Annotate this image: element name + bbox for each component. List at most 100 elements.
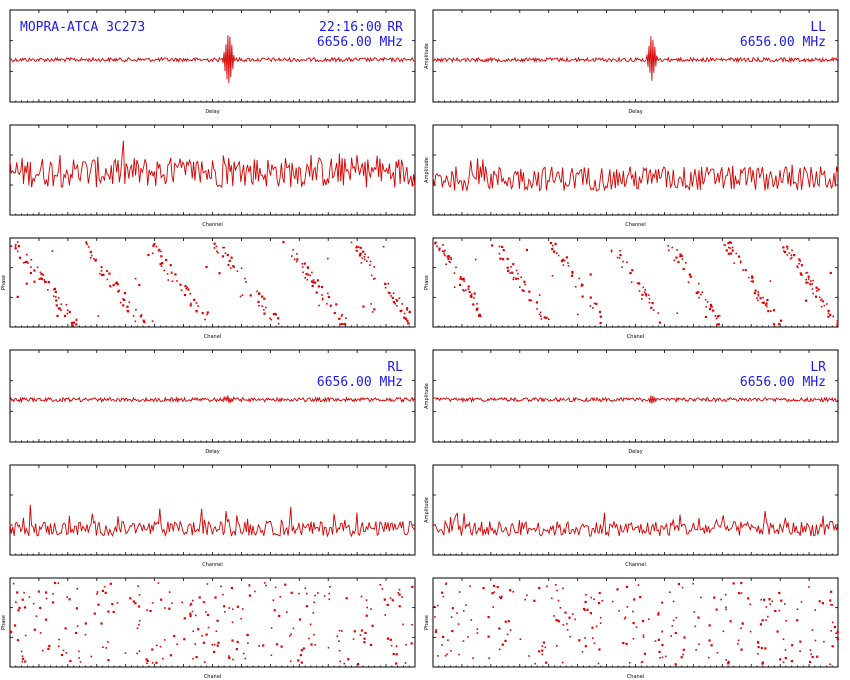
ll-phase-plot-xlabel: Chanel: [627, 334, 644, 340]
ll-phase-point: [800, 273, 803, 276]
lr-phase-point: [799, 640, 802, 643]
rl-phase-point: [192, 599, 194, 602]
ll-phase-plot: [432, 237, 839, 328]
rr-phase-point: [159, 263, 162, 266]
ll-phase-point: [543, 316, 546, 319]
ll-phase-point: [548, 318, 550, 320]
ll-phase-point: [636, 282, 639, 284]
rr-phase-point: [223, 246, 226, 249]
rr-phase-point: [321, 294, 323, 296]
lr-phase-point: [716, 651, 719, 654]
rl-phase-point: [136, 652, 138, 655]
rl-phase-point: [405, 643, 407, 646]
rr-phase-point: [369, 264, 371, 266]
ll-phase-point: [630, 281, 633, 283]
rl-phase-point: [191, 610, 194, 613]
ll-phase-point: [651, 302, 654, 305]
lr-phase-point: [737, 639, 740, 642]
lr-phase-point: [683, 636, 686, 639]
rl-phase-point: [76, 625, 79, 627]
ll-phase-point: [563, 259, 566, 262]
ll-phase-point: [807, 275, 810, 278]
rl-phase-point: [289, 660, 292, 663]
lr-phase-point: [654, 640, 657, 642]
rl-phase-point: [357, 663, 360, 666]
ll-phase-point: [448, 260, 451, 263]
rr-phase-point: [40, 273, 43, 276]
rr-phase-point: [241, 294, 244, 296]
lr-phase-point: [692, 582, 694, 585]
ll-phase-point: [467, 288, 470, 290]
rl-delay-trace: [9, 395, 416, 404]
rr-phase-point: [17, 245, 21, 248]
rl-phase-point: [235, 648, 238, 651]
rr-phase-point: [362, 250, 365, 253]
lr-phase-point: [499, 596, 503, 600]
lr-phase-point: [707, 656, 710, 659]
rr-phase-point: [71, 324, 74, 327]
lr-phase-point: [810, 653, 812, 655]
rr-phase-point: [387, 291, 390, 294]
rl-phase-point: [146, 659, 149, 663]
ll-phase-point: [798, 258, 801, 261]
lr-phase-point: [436, 604, 439, 607]
rl-phase-point: [317, 592, 319, 594]
lr-phase-point: [551, 597, 553, 600]
ll-phase-point: [767, 310, 770, 313]
rl-phase-point: [54, 581, 57, 585]
ll-phase-point: [786, 248, 789, 250]
rl-phase-point: [216, 619, 219, 622]
ll-phase-point: [757, 293, 760, 295]
lr-phase-point: [541, 649, 544, 652]
lr-phase-point: [761, 619, 764, 622]
rl-phase-point: [384, 614, 386, 616]
rr-phase-point: [327, 257, 329, 260]
ll-phase-point: [498, 245, 501, 248]
lr-phase-point: [710, 644, 713, 647]
rr-phase-point: [338, 318, 340, 320]
lr-phase-point: [677, 583, 680, 586]
lr-phase-point: [598, 648, 601, 651]
rl-phase-point: [241, 608, 244, 610]
rr-phase-point: [356, 250, 358, 252]
rl-delay-plot: [9, 349, 416, 443]
rl-phase-point: [18, 606, 21, 609]
rl-phase-point: [244, 657, 247, 660]
lr-phase-point: [776, 630, 779, 633]
lr-phase-point: [566, 623, 568, 625]
ll-phase-point: [812, 279, 814, 282]
lr-phase-point: [670, 635, 672, 637]
ll-phase-point: [467, 285, 470, 288]
rl-phase-point: [171, 602, 173, 604]
rl-phase-point: [45, 597, 48, 600]
lr-phase-point: [725, 659, 727, 661]
rr-phase-point: [361, 257, 364, 259]
rl-phase-point: [345, 597, 348, 600]
lr-phase-point: [434, 630, 437, 633]
rr-phase-plot-xlabel: Chanel: [204, 334, 221, 340]
ll-phase-point: [764, 304, 767, 306]
lr-phase-point: [559, 607, 562, 609]
ll-phase-point: [757, 295, 760, 297]
ll-phase-point: [538, 294, 541, 296]
rl-phase-point: [328, 592, 330, 595]
rr-phase-point: [55, 296, 57, 298]
ll-phase-point: [536, 308, 538, 310]
rl-amplitude-plot-ticks: [9, 464, 416, 556]
rl-phase-point: [370, 608, 372, 610]
ll-phase-point: [796, 265, 798, 267]
rl-phase-point: [364, 631, 367, 635]
rr-phase-point: [309, 274, 311, 277]
rr-phase-point: [60, 303, 63, 305]
rl-phase-point: [338, 640, 340, 642]
rr-phase-point: [66, 312, 69, 315]
rr-phase-point: [224, 252, 227, 255]
lr-phase-point: [831, 621, 834, 624]
ll-phase-point: [540, 315, 542, 317]
lr-phase-point: [738, 592, 741, 595]
ll-phase-point: [599, 321, 602, 325]
lr-phase-point: [661, 656, 664, 659]
rl-phase-point: [360, 629, 363, 632]
rr-phase-point: [189, 304, 192, 307]
rr-phase-point: [36, 266, 39, 269]
